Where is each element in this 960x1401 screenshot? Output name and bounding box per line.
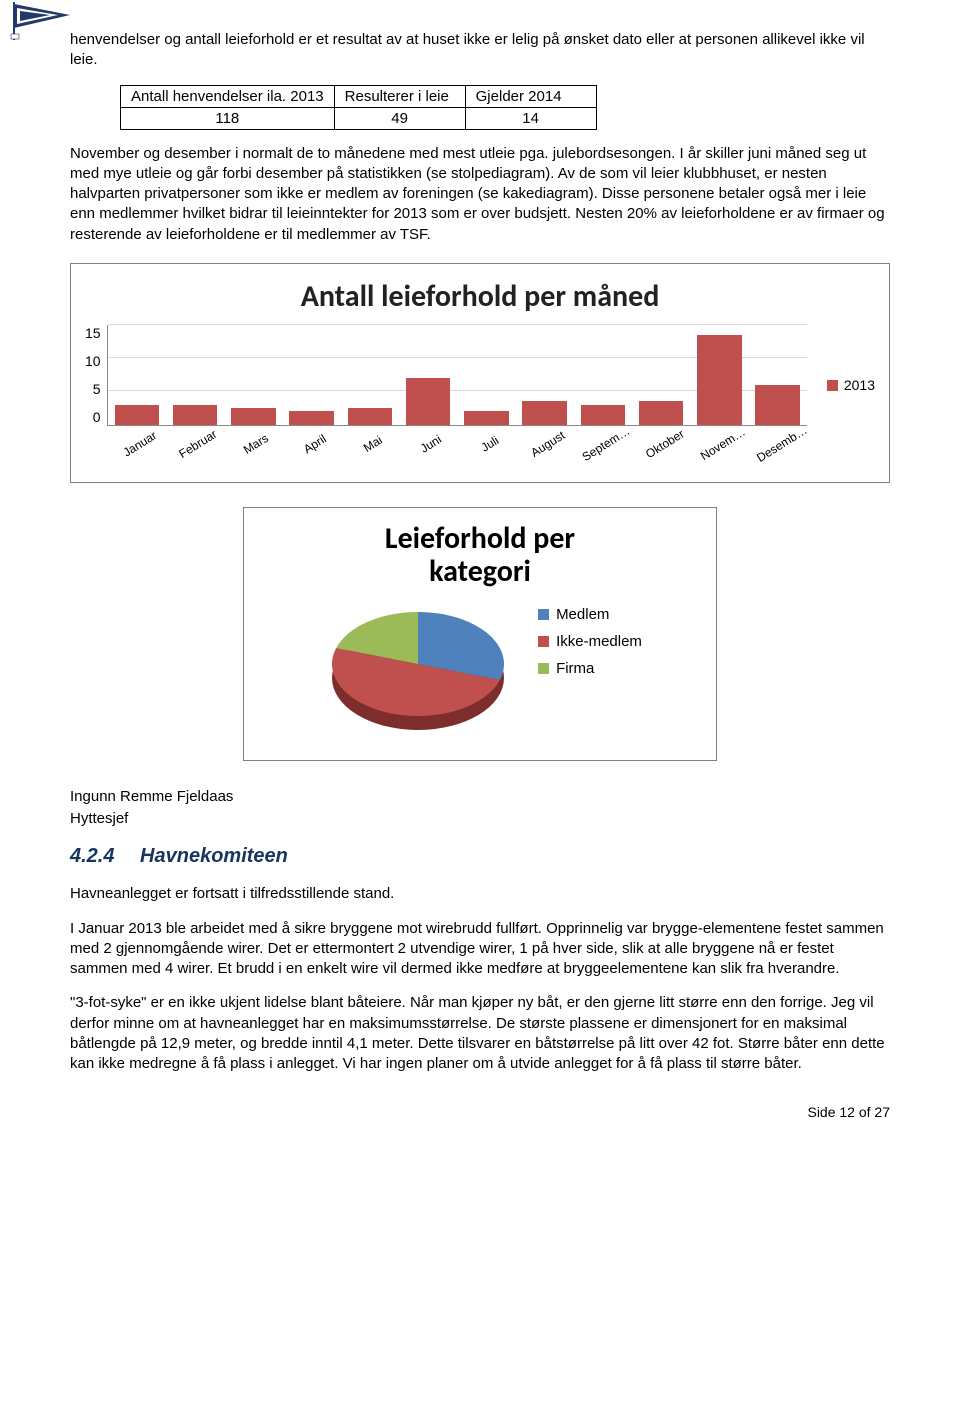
bar — [755, 385, 800, 425]
bar-plot-area — [107, 325, 807, 426]
bar — [581, 405, 626, 425]
pie-legend-item: Medlem — [538, 606, 642, 623]
pie-title-line: Leieforhold per — [385, 520, 575, 557]
bar — [173, 405, 218, 425]
x-axis-labels: JanuarFebruarMarsAprilMaiJuniJuliAugustS… — [107, 432, 807, 446]
pie-title-line: kategori — [429, 553, 531, 590]
table-header: Antall henvendelser ila. 2013 — [121, 85, 335, 107]
intro-paragraph: henvendelser og antall leieforhold er et… — [70, 30, 890, 71]
section-paragraph: I Januar 2013 ble arbeidet med å sikre b… — [70, 919, 890, 980]
pie-chart-title: Leieforhold per kategori — [260, 522, 700, 588]
page-footer: Side 12 of 27 — [70, 1104, 890, 1120]
pie-graphic — [318, 600, 518, 740]
bar-chart-title: Antall leieforhold per måned — [85, 278, 875, 315]
legend-swatch — [827, 380, 838, 391]
bar — [639, 401, 684, 424]
table-cell: 49 — [334, 107, 465, 129]
bar — [115, 405, 160, 425]
club-logo — [10, 0, 78, 46]
bar — [406, 378, 451, 425]
legend-label: Medlem — [556, 606, 609, 623]
table-header: Resulterer i leie — [334, 85, 465, 107]
legend-swatch — [538, 609, 549, 620]
bar — [522, 401, 567, 424]
table-cell: 14 — [465, 107, 596, 129]
henvendelser-table: Antall henvendelser ila. 2013 Resulterer… — [120, 85, 597, 130]
legend-swatch — [538, 663, 549, 674]
ytick: 5 — [93, 381, 101, 397]
pie-legend-item: Firma — [538, 660, 642, 677]
bar — [697, 335, 742, 425]
bar — [348, 408, 393, 425]
table-header: Gjelder 2014 — [465, 85, 596, 107]
bar — [231, 408, 276, 425]
legend-swatch — [538, 636, 549, 647]
bar-chart-legend: 2013 — [807, 377, 875, 393]
bar-chart: Antall leieforhold per måned 15 10 5 0 J… — [70, 263, 890, 483]
section-title: Havnekomiteen — [140, 845, 288, 867]
section-paragraph: "3-fot-syke" er en ikke ukjent lidelse b… — [70, 993, 890, 1074]
bar — [289, 411, 334, 424]
y-axis: 15 10 5 0 — [85, 325, 107, 425]
section-heading: 4.2.4 Havnekomiteen — [70, 843, 890, 870]
legend-label: 2013 — [844, 377, 875, 393]
body-paragraph: November og desember i normalt de to mån… — [70, 144, 890, 245]
ytick: 15 — [85, 325, 101, 341]
ytick: 0 — [93, 409, 101, 425]
section-paragraph: Havneanlegget er fortsatt i tilfredsstil… — [70, 884, 890, 904]
signoff-title: Hyttesjef — [70, 809, 890, 829]
pie-legend-item: Ikke-medlem — [538, 633, 642, 650]
legend-label: Ikke-medlem — [556, 633, 642, 650]
table-cell: 118 — [121, 107, 335, 129]
bar — [464, 411, 509, 424]
pie-legend: Medlem Ikke-medlem Firma — [538, 600, 642, 677]
signoff-name: Ingunn Remme Fjeldaas — [70, 787, 890, 807]
legend-label: Firma — [556, 660, 594, 677]
ytick: 10 — [85, 353, 101, 369]
section-number: 4.2.4 — [70, 845, 114, 867]
pie-chart: Leieforhold per kategori Medlem Ikke-medl… — [243, 507, 717, 761]
